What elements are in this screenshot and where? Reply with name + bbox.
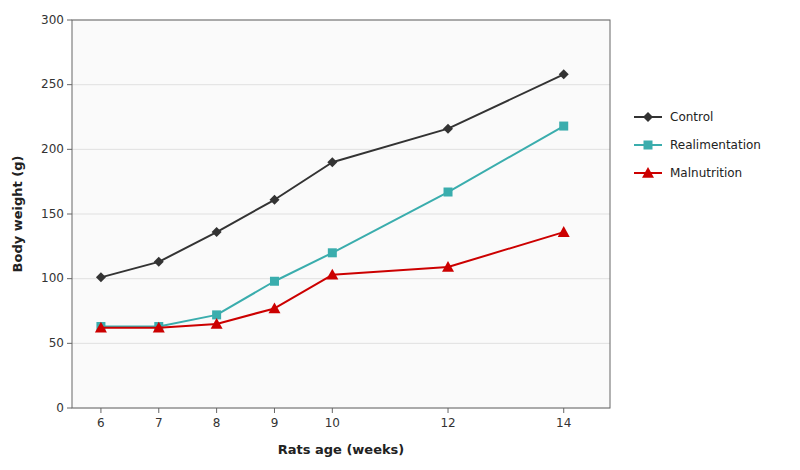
data-point <box>269 195 279 205</box>
y-tick <box>67 408 72 409</box>
data-point <box>443 124 453 134</box>
x-tick <box>158 408 159 413</box>
y-tick-label: 200 <box>41 142 64 156</box>
plot-data <box>95 69 570 332</box>
y-axis-title: Body weight (g) <box>10 156 25 273</box>
x-tick <box>274 408 275 413</box>
y-axis: 0 50 100 150 200 250 300 <box>41 13 610 415</box>
legend-label: Control <box>670 110 713 124</box>
y-tick <box>67 343 72 344</box>
legend-label: Realimentation <box>670 138 761 152</box>
x-tick <box>448 408 449 413</box>
x-axis-title: Rats age (weeks) <box>278 442 405 457</box>
y-tick-label: 0 <box>56 401 64 415</box>
y-tick <box>67 278 72 279</box>
series-line <box>101 74 564 277</box>
data-point <box>328 248 337 257</box>
legend-marker <box>642 167 654 178</box>
x-tick-label: 7 <box>155 416 163 430</box>
legend-label: Malnutrition <box>670 166 742 180</box>
data-point <box>442 261 454 272</box>
x-tick-label: 14 <box>556 416 571 430</box>
grid-line <box>72 278 610 279</box>
x-tick-label: 12 <box>440 416 455 430</box>
y-tick <box>67 84 72 85</box>
y-tick-label: 250 <box>41 77 64 91</box>
data-point <box>270 277 279 286</box>
y-tick <box>67 214 72 215</box>
chart-container: 0 50 100 150 200 250 300 6 7 8 9 10 12 14 Rats age (we… <box>0 0 800 470</box>
grid-line <box>72 149 610 150</box>
data-point <box>444 188 453 197</box>
data-point <box>326 269 338 280</box>
y-tick-label: 150 <box>41 207 64 221</box>
legend-marker <box>643 112 653 122</box>
y-tick-label: 50 <box>49 336 64 350</box>
chart-svg: 0 50 100 150 200 250 300 6 7 8 9 10 12 14 Rats age (we… <box>0 0 800 470</box>
x-tick-label: 10 <box>325 416 340 430</box>
data-point <box>211 318 223 329</box>
data-point <box>96 272 106 282</box>
data-point <box>558 226 570 237</box>
data-point <box>268 302 280 313</box>
data-point <box>154 257 164 267</box>
series-line <box>101 232 564 328</box>
y-tick <box>67 149 72 150</box>
x-tick <box>332 408 333 413</box>
y-tick-label: 100 <box>41 271 64 285</box>
data-point <box>212 227 222 237</box>
x-tick-label: 9 <box>271 416 279 430</box>
grid-line <box>72 343 610 344</box>
x-tick-label: 6 <box>97 416 105 430</box>
plot-background <box>72 20 610 408</box>
legend: Control Realimentation Malnutrition <box>634 110 761 180</box>
x-tick <box>100 408 101 413</box>
data-point <box>153 322 165 333</box>
data-point <box>559 69 569 79</box>
plot-frame <box>72 20 610 408</box>
data-point <box>95 322 107 333</box>
y-tick <box>67 20 72 21</box>
data-point <box>559 122 568 131</box>
x-tick-label: 8 <box>213 416 221 430</box>
legend-marker <box>644 141 653 150</box>
x-axis: 6 7 8 9 10 12 14 <box>97 408 571 430</box>
grid-line <box>72 214 610 215</box>
x-tick <box>563 408 564 413</box>
data-point <box>327 157 337 167</box>
grid-line <box>72 84 610 85</box>
y-tick-label: 300 <box>41 13 64 27</box>
series-line <box>101 126 564 326</box>
x-tick <box>216 408 217 413</box>
